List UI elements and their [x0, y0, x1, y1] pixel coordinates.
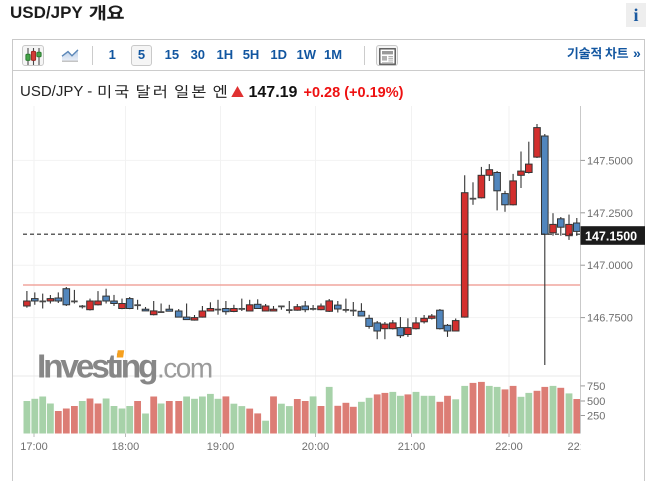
svg-text:146.7500: 146.7500: [587, 313, 633, 325]
svg-text:17:00: 17:00: [20, 441, 48, 453]
svg-text:750: 750: [587, 381, 605, 393]
svg-text:20:00: 20:00: [302, 441, 330, 453]
svg-text:500: 500: [587, 396, 605, 408]
svg-text:18:00: 18:00: [112, 441, 140, 453]
svg-text:.com: .com: [157, 353, 212, 384]
svg-text:147.0000: 147.0000: [587, 260, 633, 272]
svg-text:Investing: Investing: [37, 349, 157, 386]
svg-text:250: 250: [587, 411, 605, 423]
svg-text:147.5000: 147.5000: [587, 155, 633, 167]
svg-text:22:00: 22:00: [568, 441, 596, 453]
svg-text:19:00: 19:00: [207, 441, 235, 453]
svg-text:147.1500: 147.1500: [585, 230, 637, 244]
svg-text:22:00: 22:00: [495, 441, 523, 453]
svg-text:21:00: 21:00: [398, 441, 426, 453]
svg-text:147.2500: 147.2500: [587, 208, 633, 220]
